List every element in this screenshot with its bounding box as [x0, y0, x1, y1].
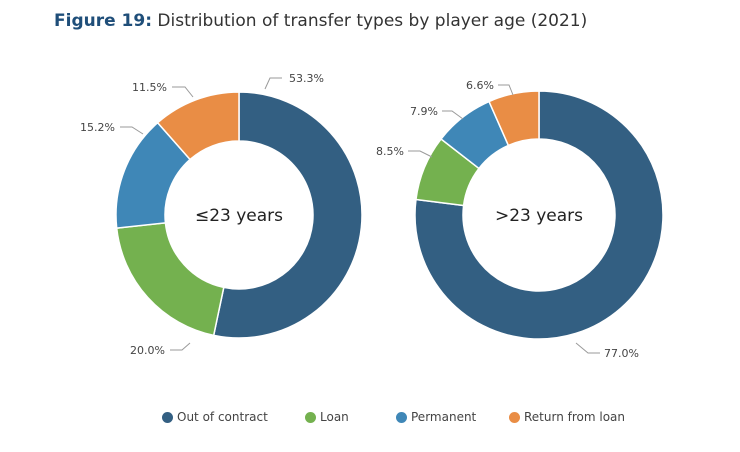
data-label-permanent: 15.2% — [80, 121, 115, 134]
data-label-out-of-contract: 77.0% — [604, 347, 639, 360]
legend-label-loan: Loan — [320, 410, 349, 424]
slice-loan — [115, 222, 225, 337]
leader-line-loan — [408, 150, 433, 158]
legend-item-permanent: Permanent — [396, 410, 476, 424]
slice-return-from-loan — [156, 91, 240, 161]
leader-line-permanent — [442, 110, 464, 120]
data-label-return-from-loan: 11.5% — [132, 81, 167, 94]
figure-number: Figure 19: — [54, 11, 152, 31]
legend-label-permanent: Permanent — [411, 410, 477, 424]
data-label-out-of-contract: 53.3% — [289, 72, 324, 85]
legend-label-out-of-contract: Out of contract — [177, 410, 268, 424]
figure-title-text: Distribution of transfer types by player… — [157, 11, 588, 31]
legend-item-out-of-contract: Out of contract — [162, 410, 268, 424]
legend-item-loan: Loan — [305, 410, 349, 424]
legend-swatch-return-from-loan — [509, 411, 520, 423]
leader-line-permanent — [120, 126, 144, 135]
slice-return-from-loan — [488, 90, 540, 147]
legend-swatch-loan — [305, 411, 316, 423]
chart-title: Figure 19: Distribution of transfer type… — [54, 11, 587, 31]
donut-chart-1: 53.3% 20.0% 15.2% 11.5% ≤23 years — [80, 72, 363, 357]
center-label: >23 years — [495, 206, 583, 226]
leader-line-loan — [170, 342, 191, 351]
legend-label-return-from-loan: Return from loan — [524, 410, 626, 424]
slice-out-of-contract — [212, 91, 363, 339]
leader-line-out-of-contract — [264, 77, 282, 90]
slice-out-of-contract — [414, 90, 664, 340]
leader-line-out-of-contract — [575, 342, 600, 354]
data-label-return-from-loan: 6.6% — [466, 79, 494, 92]
data-label-loan: 20.0% — [130, 344, 165, 357]
data-label-permanent: 7.9% — [410, 105, 438, 118]
donut-chart-2: 77.0% 8.5% 7.9% 6.6% >23 years — [376, 79, 664, 360]
leader-line-return-from-loan — [172, 86, 194, 98]
legend-swatch-permanent — [396, 411, 407, 423]
leader-line-return-from-loan — [498, 84, 514, 96]
data-label-loan: 8.5% — [376, 145, 404, 158]
legend-swatch-out-of-contract — [162, 411, 173, 423]
legend-item-return-from-loan: Return from loan — [509, 410, 625, 424]
legend: Out of contract Loan Permanent Return fr… — [0, 410, 740, 432]
center-label: ≤23 years — [195, 206, 283, 226]
